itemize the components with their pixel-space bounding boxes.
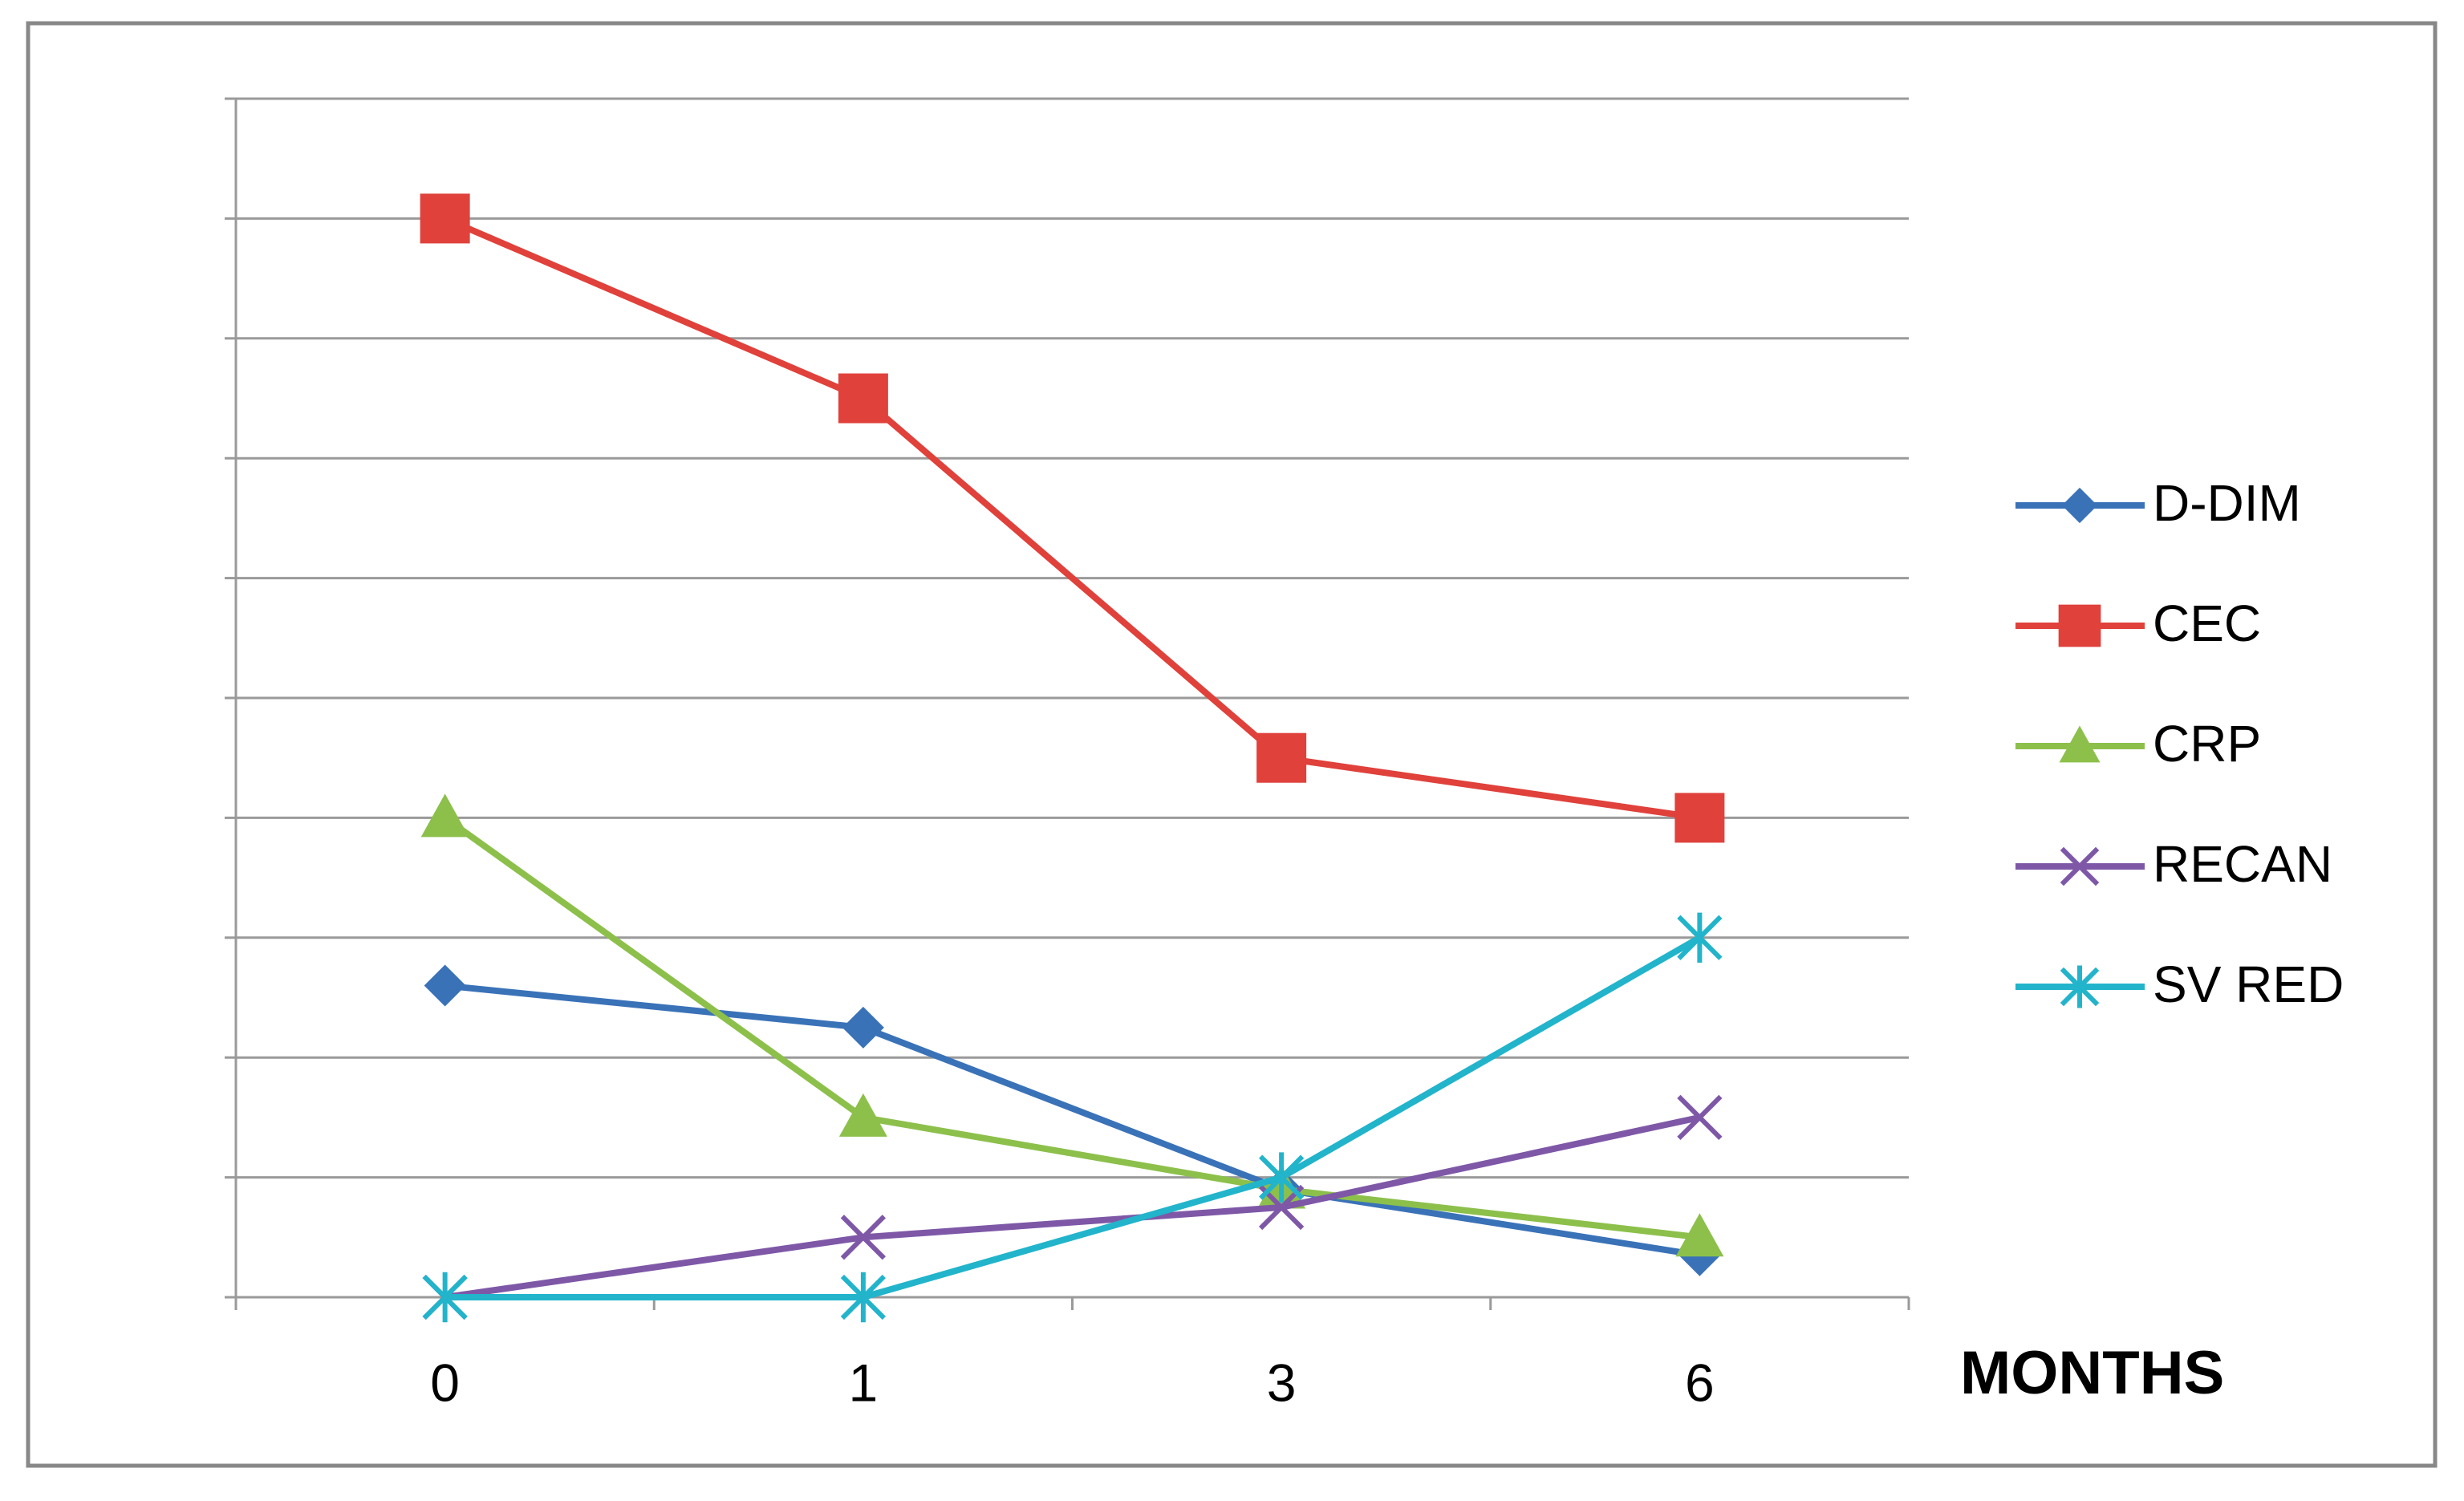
marker xyxy=(2059,725,2101,763)
x-axis-label: MONTHS xyxy=(1960,1339,2224,1407)
legend-label: SV RED xyxy=(2153,955,2344,1013)
marker xyxy=(840,1215,887,1260)
marker xyxy=(838,373,888,424)
line xyxy=(443,815,1700,1241)
line xyxy=(444,215,1700,821)
marker xyxy=(2061,487,2098,524)
marker xyxy=(2060,965,2100,1008)
line xyxy=(444,935,1702,1300)
marker xyxy=(1675,1213,1724,1257)
marker xyxy=(2058,604,2101,647)
marker xyxy=(1677,912,1723,963)
legend-label: CRP xyxy=(2153,715,2261,773)
marker xyxy=(420,793,469,838)
series xyxy=(420,193,1725,843)
x-tick-label: 1 xyxy=(849,1353,879,1412)
marker xyxy=(1674,793,1725,843)
marker xyxy=(1677,1094,1723,1141)
line xyxy=(444,1114,1701,1300)
x-tick-label: 0 xyxy=(430,1353,460,1412)
marker xyxy=(1256,732,1307,783)
marker xyxy=(422,1272,468,1323)
series xyxy=(422,912,1723,1323)
legend-label: D-DIM xyxy=(2153,474,2301,532)
x-tick-label: 3 xyxy=(1267,1353,1297,1412)
marker xyxy=(420,193,470,244)
marker xyxy=(1259,1152,1305,1203)
marker xyxy=(424,964,466,1007)
marker xyxy=(2060,846,2100,886)
marker xyxy=(840,1272,887,1323)
x-tick-label: 6 xyxy=(1685,1353,1715,1412)
legend-label: CEC xyxy=(2153,594,2261,652)
line xyxy=(444,982,1701,1259)
marker xyxy=(838,1093,887,1137)
legend-label: RECAN xyxy=(2153,835,2332,893)
marker xyxy=(842,1006,884,1049)
